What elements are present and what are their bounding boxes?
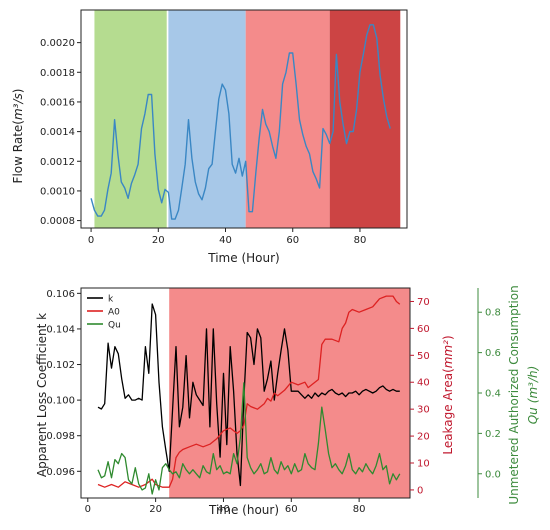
apparent-loss-chart: 0 20 40 60 80 0.096 0.098 0.100 0.102 0.104 0.106… bbox=[35, 285, 540, 517]
x-tick-label: 80 bbox=[353, 504, 366, 515]
apparent-loss-legend: k A0 Qu bbox=[87, 295, 121, 331]
x-tick-label: 80 bbox=[354, 235, 367, 246]
k-tick-label: 0.102 bbox=[46, 360, 75, 371]
k-tick-label: 0.100 bbox=[46, 396, 75, 407]
leakage-area-tick-label: 70 bbox=[417, 297, 430, 308]
leakage-area-tick-label: 20 bbox=[417, 432, 430, 443]
k-tick-label: 0.106 bbox=[46, 289, 75, 300]
leakage-area-tick-label: 50 bbox=[417, 351, 430, 362]
k-axis-title: Apparent Loss Coefficient k bbox=[35, 313, 49, 477]
shaded-region-3 bbox=[245, 10, 330, 228]
qu-axis-ticks: 0.0 0.2 0.4 0.6 0.8 bbox=[477, 288, 501, 498]
flow-rate-y-ticks: 0.0008 0.0010 0.0012 0.0014 0.0016 0.0018 0.00… bbox=[40, 38, 81, 227]
x-tick-label: 0 bbox=[88, 235, 94, 246]
x-tick-label: 60 bbox=[285, 504, 298, 515]
k-tick-label: 0.096 bbox=[46, 467, 75, 478]
y-tick-label: 0.0012 bbox=[40, 157, 75, 168]
leakage-area-tick-label: 10 bbox=[417, 459, 430, 470]
k-tick-label: 0.104 bbox=[46, 324, 75, 335]
qu-tick-label: 0.0 bbox=[485, 469, 501, 480]
k-axis-ticks: 0.096 0.098 0.100 0.102 0.104 0.106 bbox=[46, 289, 81, 478]
y-tick-label: 0.0016 bbox=[40, 97, 75, 108]
series-line-k bbox=[97, 303, 400, 487]
leakage-area-axis-title: Leakage Area(mm²) bbox=[441, 335, 455, 454]
x-tick-label: 40 bbox=[217, 504, 230, 515]
legend-label-qu: Qu bbox=[108, 321, 121, 331]
qu-tick-label: 0.2 bbox=[485, 429, 501, 440]
qu-tick-label: 0.6 bbox=[485, 348, 501, 359]
apparent-loss-x-axis-title: Time (hour) bbox=[208, 503, 279, 517]
qu-axis-symbol: Qu(m³/h) bbox=[526, 366, 540, 425]
qu-tick-label: 0.8 bbox=[485, 308, 501, 319]
legend-label-k: k bbox=[108, 295, 114, 305]
x-tick-label: 60 bbox=[286, 235, 299, 246]
legend-label-a0: A0 bbox=[108, 308, 120, 318]
leakage-area-axis-ticks: 0 10 20 30 40 50 60 70 bbox=[410, 297, 430, 496]
qu-axis-title: Unmetered Authorized Consumption bbox=[507, 285, 521, 504]
flow-rate-x-ticks: 0 20 40 60 80 bbox=[88, 228, 366, 246]
flow-rate-series bbox=[90, 24, 391, 220]
leakage-area-tick-label: 40 bbox=[417, 378, 430, 389]
x-tick-label: 40 bbox=[219, 235, 232, 246]
flow-rate-y-axis-title: Flow Rate(m³/s) bbox=[11, 89, 25, 184]
y-tick-label: 0.0014 bbox=[40, 127, 75, 138]
leakage-area-tick-label: 30 bbox=[417, 405, 430, 416]
leakage-area-tick-label: 60 bbox=[417, 324, 430, 335]
leakage-area-tick-label: 0 bbox=[417, 485, 423, 496]
flow-rate-plot-frame bbox=[80, 9, 408, 229]
series-line-qu bbox=[97, 382, 401, 495]
y-tick-label: 0.0008 bbox=[40, 216, 75, 227]
flow-rate-x-axis-title: Time (Hour) bbox=[207, 251, 279, 265]
apparent-loss-plot-frame bbox=[80, 287, 411, 499]
apparent-loss-series bbox=[97, 295, 401, 495]
y-tick-label: 0.0020 bbox=[40, 38, 75, 49]
shaded-region-2 bbox=[168, 10, 246, 228]
x-tick-label: 20 bbox=[149, 504, 162, 515]
apparent-loss-x-ticks: 0 20 40 60 80 bbox=[85, 498, 366, 515]
qu-tick-label: 0.4 bbox=[485, 389, 501, 400]
k-tick-label: 0.098 bbox=[46, 431, 75, 442]
x-tick-label: 0 bbox=[85, 504, 91, 515]
shaded-region-1 bbox=[94, 10, 167, 228]
y-tick-label: 0.0018 bbox=[40, 68, 75, 79]
x-tick-label: 20 bbox=[152, 235, 165, 246]
flow-rate-chart: 0 20 40 60 80 0.0008 0.0010 0.0012 0.0014 0.0016… bbox=[11, 9, 408, 265]
flow-rate-line bbox=[90, 24, 391, 220]
y-tick-label: 0.0010 bbox=[40, 186, 75, 197]
